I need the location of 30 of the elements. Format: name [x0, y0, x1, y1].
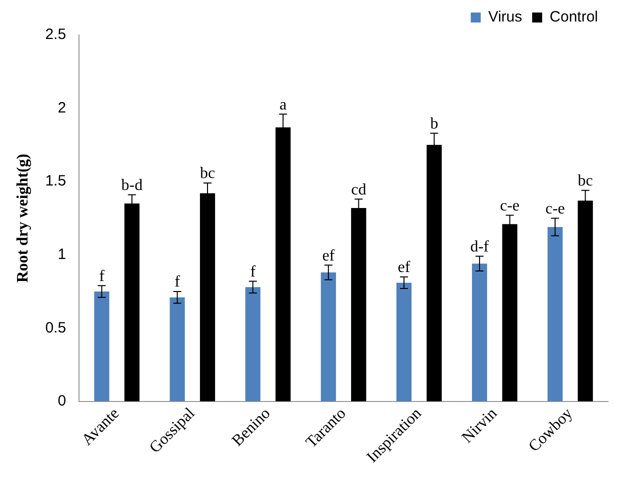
bar	[94, 291, 110, 402]
y-tick-label: 2.5	[45, 26, 66, 44]
data-label: cd	[351, 181, 366, 198]
data-label: bc	[200, 165, 216, 182]
bar	[472, 264, 488, 402]
y-tick-label: 0.5	[45, 319, 66, 336]
data-label: d-f	[470, 238, 490, 256]
data-label: b	[430, 115, 438, 132]
data-label: ef	[322, 247, 336, 264]
y-axis-title: Root dry weight(g)	[14, 154, 32, 283]
legend-label: Virus	[488, 8, 522, 26]
data-label: bc	[578, 172, 593, 190]
y-tick-label: 1	[58, 246, 66, 263]
bar	[396, 282, 412, 402]
y-tick-label: 1.5	[45, 172, 66, 190]
bar	[170, 297, 185, 402]
data-label: ef	[398, 259, 411, 276]
y-tick-label: 2	[58, 99, 66, 116]
data-label: c-e	[500, 197, 520, 214]
bar	[548, 226, 563, 402]
data-label: c-e	[545, 200, 565, 218]
data-label: f	[250, 263, 256, 280]
data-label: b-d	[121, 176, 143, 194]
legend-label: Control	[550, 8, 598, 26]
bar	[245, 287, 260, 402]
y-tick-label: 0	[58, 392, 66, 410]
data-label: a	[280, 96, 287, 114]
bar	[320, 272, 336, 402]
data-label: f	[174, 274, 181, 291]
data-label: f	[99, 268, 106, 285]
